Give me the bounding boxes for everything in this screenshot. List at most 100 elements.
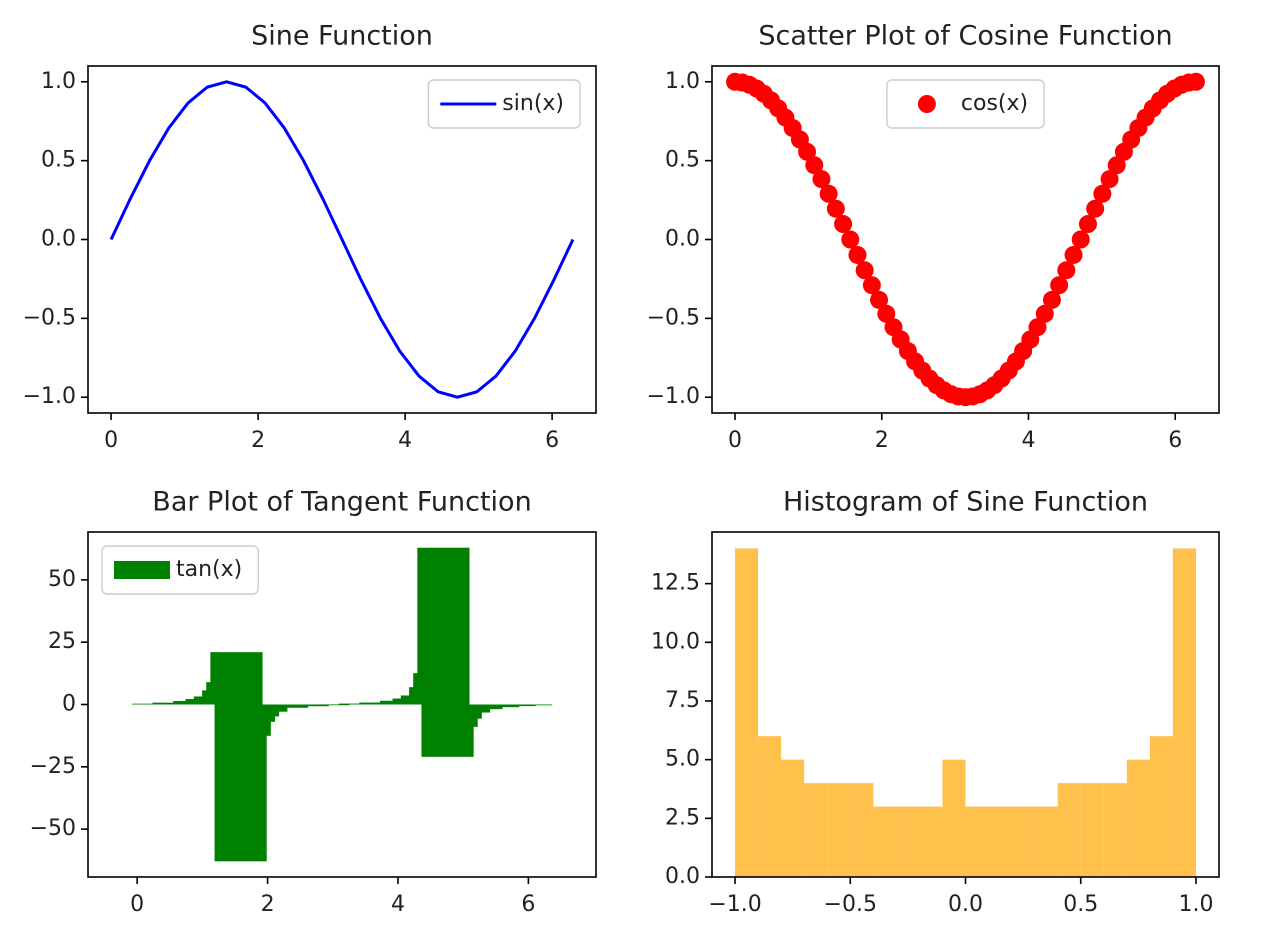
histogram-bar bbox=[942, 759, 966, 877]
histogram-bar bbox=[804, 783, 828, 877]
legend: cos(x) bbox=[886, 79, 1045, 129]
y-tick-label: 50 bbox=[48, 567, 76, 592]
x-tick-label: 0 bbox=[104, 428, 118, 453]
bar bbox=[210, 652, 263, 705]
histogram-bar bbox=[758, 736, 782, 877]
scatter-point bbox=[1035, 304, 1054, 323]
axes: Histogram of Sine Function −1.0 −0.5 0.0 0.5… bbox=[651, 487, 1220, 917]
histogram-bar bbox=[1126, 759, 1150, 877]
axes: Scatter Plot of Cosine Function 0 2 4 6 −1.0 −… bbox=[647, 21, 1220, 453]
y-tick-label: 10.0 bbox=[651, 629, 700, 654]
histogram-bar bbox=[1103, 783, 1127, 877]
histogram-bar bbox=[735, 548, 759, 877]
axes-title: Bar Plot of Tangent Function bbox=[152, 487, 531, 518]
legend-box bbox=[886, 79, 1045, 129]
plot-area bbox=[726, 72, 1205, 407]
plot-area bbox=[109, 80, 575, 399]
bar bbox=[276, 704, 329, 707]
scatter-point bbox=[805, 156, 824, 175]
x-tick-label: 6 bbox=[545, 428, 559, 453]
scatter-point bbox=[1186, 72, 1205, 91]
histogram-bar bbox=[1172, 548, 1196, 877]
x-tick-label: 0 bbox=[728, 428, 742, 453]
histogram-bar bbox=[965, 806, 989, 877]
histogram-bar bbox=[781, 759, 805, 877]
y-tick-label: 2.5 bbox=[665, 805, 700, 830]
x-tick-label: 6 bbox=[521, 892, 535, 917]
axes-title: Histogram of Sine Function bbox=[783, 487, 1148, 518]
histogram-bar bbox=[1011, 806, 1035, 877]
histogram-bar bbox=[896, 806, 920, 877]
y-tick-label: 0.0 bbox=[41, 227, 76, 252]
axes: Bar Plot of Tangent Function 0 2 4 6 −50 −25 0 2… bbox=[30, 487, 597, 917]
histogram-bar bbox=[1080, 783, 1104, 877]
y-tick-label: 1.0 bbox=[41, 69, 76, 94]
bar bbox=[500, 704, 553, 706]
y-tick-label: −0.5 bbox=[23, 305, 76, 330]
y-tick-label: 12.5 bbox=[651, 571, 700, 596]
x-tick-label: 0 bbox=[130, 892, 144, 917]
scatter-point bbox=[819, 184, 838, 203]
legend-box bbox=[101, 545, 259, 595]
y-tick-label: −0.5 bbox=[647, 305, 700, 330]
histogram-bar bbox=[1057, 783, 1081, 877]
axes: Sine Function 0 2 4 6 −1.0 −0.5 0.0 0.5 1.0 sin(x) bbox=[23, 21, 597, 453]
y-tick-label: 1.0 bbox=[665, 69, 700, 94]
x-tick-label: 4 bbox=[391, 892, 405, 917]
scatter-point bbox=[826, 199, 845, 218]
bar bbox=[417, 547, 470, 705]
scatter-point bbox=[1093, 184, 1112, 203]
scatter-point bbox=[1042, 290, 1061, 309]
x-tick-label: −0.5 bbox=[824, 892, 877, 917]
legend-handle bbox=[917, 95, 936, 113]
histogram-bar bbox=[827, 783, 851, 877]
bar bbox=[297, 704, 350, 706]
axes-title: Sine Function bbox=[251, 21, 433, 52]
y-tick-label: −25 bbox=[30, 754, 76, 779]
x-tick-label: 0.5 bbox=[1063, 892, 1098, 917]
histogram-bar bbox=[988, 806, 1012, 877]
legend-label: sin(x) bbox=[502, 91, 564, 116]
x-tick-label: −1.0 bbox=[708, 892, 761, 917]
scatter-point bbox=[855, 261, 874, 280]
bar bbox=[235, 704, 288, 712]
scatter-point bbox=[1064, 245, 1083, 264]
legend-box bbox=[427, 79, 581, 129]
x-tick-label: 2 bbox=[251, 428, 265, 453]
scatter-point bbox=[862, 276, 881, 295]
x-tick-label: 4 bbox=[398, 428, 412, 453]
line bbox=[109, 80, 575, 399]
scatter-point bbox=[1078, 215, 1097, 234]
x-tick-label: 0.0 bbox=[948, 892, 983, 917]
scatter-point bbox=[870, 290, 889, 309]
histogram-bar bbox=[850, 783, 874, 877]
legend-label: cos(x) bbox=[961, 91, 1028, 116]
y-tick-label: −1.0 bbox=[647, 384, 700, 409]
scatter-point bbox=[1028, 318, 1047, 337]
x-tick-label: 4 bbox=[1021, 428, 1035, 453]
scatter-point bbox=[877, 304, 896, 323]
y-tick-label: 5.0 bbox=[665, 747, 700, 772]
x-tick-label: 6 bbox=[1168, 428, 1182, 453]
scatter-point bbox=[834, 215, 853, 234]
plot-area bbox=[735, 548, 1196, 877]
y-tick-label: 7.5 bbox=[665, 688, 700, 713]
legend: tan(x) bbox=[101, 545, 259, 595]
y-tick-label: −1.0 bbox=[23, 384, 76, 409]
scatter-point bbox=[798, 142, 817, 161]
histogram-bar bbox=[1149, 736, 1173, 877]
legend-handle bbox=[114, 561, 170, 579]
y-tick-label: 0.5 bbox=[41, 148, 76, 173]
scatter-point bbox=[848, 245, 867, 264]
y-tick-label: 0.5 bbox=[665, 148, 700, 173]
x-tick-label: 1.0 bbox=[1178, 892, 1213, 917]
histogram-bar bbox=[873, 806, 897, 877]
scatter-point bbox=[1071, 230, 1090, 249]
x-tick-label: 2 bbox=[261, 892, 275, 917]
scatter-point bbox=[1107, 156, 1126, 175]
scatter-point bbox=[841, 230, 860, 249]
histogram-bar bbox=[1034, 806, 1058, 877]
scatter-point bbox=[812, 170, 831, 189]
plot-area bbox=[131, 547, 553, 862]
